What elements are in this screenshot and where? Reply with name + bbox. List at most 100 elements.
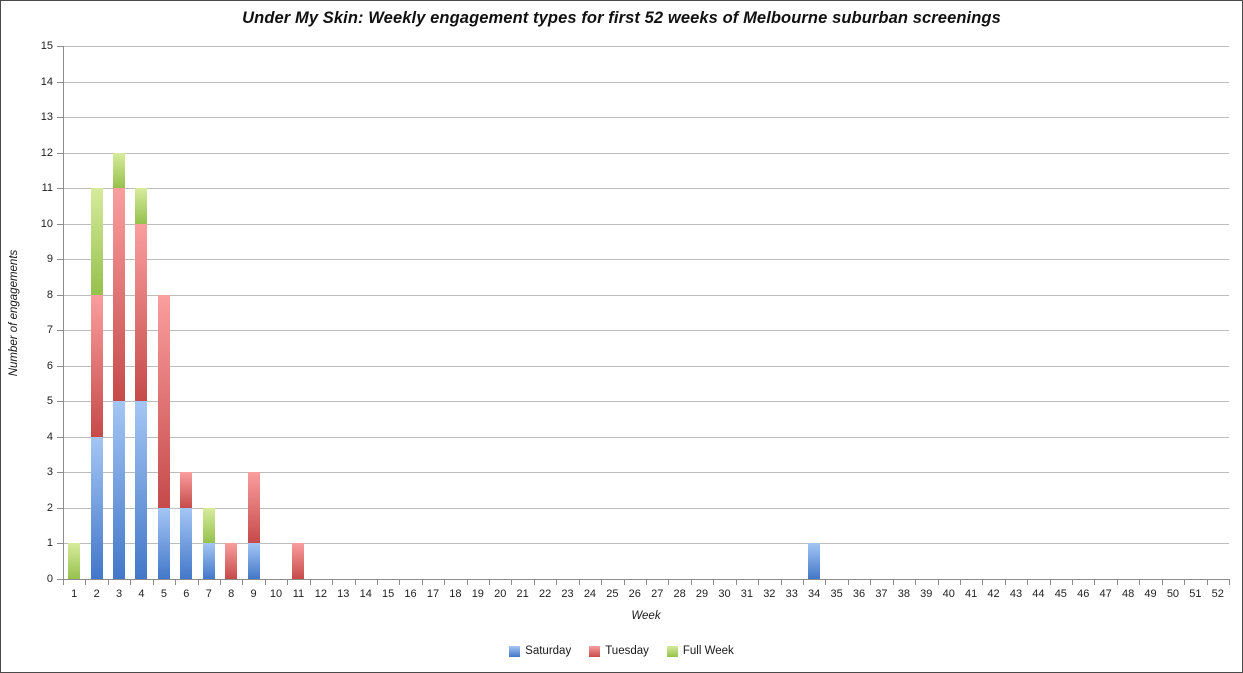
y-tick <box>57 81 63 83</box>
y-tick <box>57 294 63 296</box>
x-tick <box>107 580 109 585</box>
x-tick <box>1004 580 1006 585</box>
y-tick <box>57 330 63 332</box>
x-tick-label: 8 <box>228 588 235 600</box>
x-tick <box>332 580 334 585</box>
y-tick <box>57 436 63 438</box>
chart-title: Under My Skin: Weekly engagement types f… <box>242 9 1001 27</box>
bar-segment-saturday <box>90 436 103 579</box>
x-tick-label: 32 <box>763 588 776 600</box>
y-gridline <box>63 46 1229 47</box>
x-axis-line <box>63 579 1230 580</box>
y-tick-label: 7 <box>46 324 53 337</box>
bar-segment-saturday <box>135 401 148 579</box>
x-tick <box>1072 580 1074 585</box>
x-tick <box>735 580 737 585</box>
x-tick <box>399 580 401 585</box>
y-tick-label: 1 <box>46 537 53 550</box>
x-tick-label: 6 <box>183 588 190 600</box>
bar-segment-full-week <box>68 543 81 579</box>
y-tick-label: 14 <box>40 75 53 88</box>
x-tick-label: 44 <box>1032 588 1045 600</box>
x-tick-label: 43 <box>1009 588 1023 600</box>
x-tick-label: 37 <box>875 588 888 600</box>
x-tick <box>309 580 311 585</box>
y-tick <box>57 117 63 119</box>
x-tick <box>242 580 244 585</box>
x-tick <box>758 580 760 585</box>
x-tick <box>578 580 580 585</box>
x-tick <box>63 580 64 585</box>
x-tick-label: 42 <box>987 588 1000 600</box>
x-tick-label: 13 <box>337 588 350 600</box>
y-gridline <box>63 223 1229 225</box>
x-tick <box>1049 580 1051 585</box>
y-gridline <box>63 294 1229 296</box>
y-gridline <box>63 81 1229 83</box>
x-tick <box>287 580 289 585</box>
x-tick <box>1161 580 1163 585</box>
x-tick <box>130 580 132 585</box>
x-tick <box>1184 580 1186 585</box>
x-tick <box>847 580 849 585</box>
x-tick-label: 4 <box>138 588 145 600</box>
bar-segment-saturday <box>808 543 821 579</box>
x-tick-label: 3 <box>115 588 123 600</box>
x-tick-label: 1 <box>71 588 78 600</box>
y-gridline <box>63 152 1229 154</box>
x-tick <box>870 580 872 585</box>
x-tick-label: 28 <box>673 588 686 600</box>
x-tick-label: 23 <box>561 588 574 600</box>
y-tick <box>57 259 63 261</box>
legend: Saturday Tuesday Full Week <box>1 645 1242 658</box>
saturday-swatch-icon <box>509 646 521 657</box>
x-tick <box>713 580 715 585</box>
x-tick <box>175 580 177 585</box>
x-tick <box>690 580 692 585</box>
y-tick <box>57 46 63 47</box>
x-tick <box>982 580 984 585</box>
x-tick <box>354 580 356 585</box>
x-tick-label: 18 <box>449 588 462 600</box>
legend-label-tuesday: Tuesday <box>605 645 649 657</box>
y-gridline <box>63 543 1229 545</box>
x-tick <box>1139 580 1141 585</box>
y-tick <box>57 152 63 154</box>
x-tick <box>489 580 491 585</box>
x-tick <box>1116 580 1118 585</box>
x-tick <box>825 580 827 585</box>
x-tick <box>780 580 782 585</box>
x-tick-label: 36 <box>852 588 866 600</box>
x-tick <box>1229 580 1230 585</box>
y-tick-label: 15 <box>40 40 53 52</box>
full-week-swatch-icon <box>666 646 678 657</box>
bar-segment-tuesday <box>113 188 126 402</box>
y-gridline <box>63 117 1229 119</box>
x-tick-label: 12 <box>314 588 327 600</box>
bar-segment-full-week <box>202 507 215 544</box>
y-tick <box>57 472 63 474</box>
x-tick <box>1206 580 1208 585</box>
x-tick-label: 33 <box>785 588 798 600</box>
bar-segment-saturday <box>202 543 215 579</box>
y-tick-label: 0 <box>46 573 53 585</box>
x-tick-label: 15 <box>382 588 395 600</box>
x-tick-label: 48 <box>1121 588 1135 600</box>
x-tick <box>668 580 670 585</box>
x-tick-label: 38 <box>897 588 910 600</box>
y-tick-label: 13 <box>40 111 53 124</box>
x-tick <box>466 580 468 585</box>
x-tick <box>601 580 603 585</box>
legend-item-full-week: Full Week <box>666 645 734 658</box>
x-tick-label: 2 <box>93 588 100 600</box>
x-tick-label: 16 <box>404 588 417 600</box>
x-tick <box>376 580 378 585</box>
bar-segment-tuesday <box>247 472 260 544</box>
x-tick-label: 9 <box>250 588 257 600</box>
x-tick-label: 21 <box>516 588 529 600</box>
bar-segment-tuesday <box>157 294 170 508</box>
y-axis-title: Number of engagements <box>8 249 20 377</box>
bar-segment-tuesday <box>225 543 238 579</box>
y-gridline <box>63 330 1229 332</box>
x-tick-label: 5 <box>160 588 167 600</box>
